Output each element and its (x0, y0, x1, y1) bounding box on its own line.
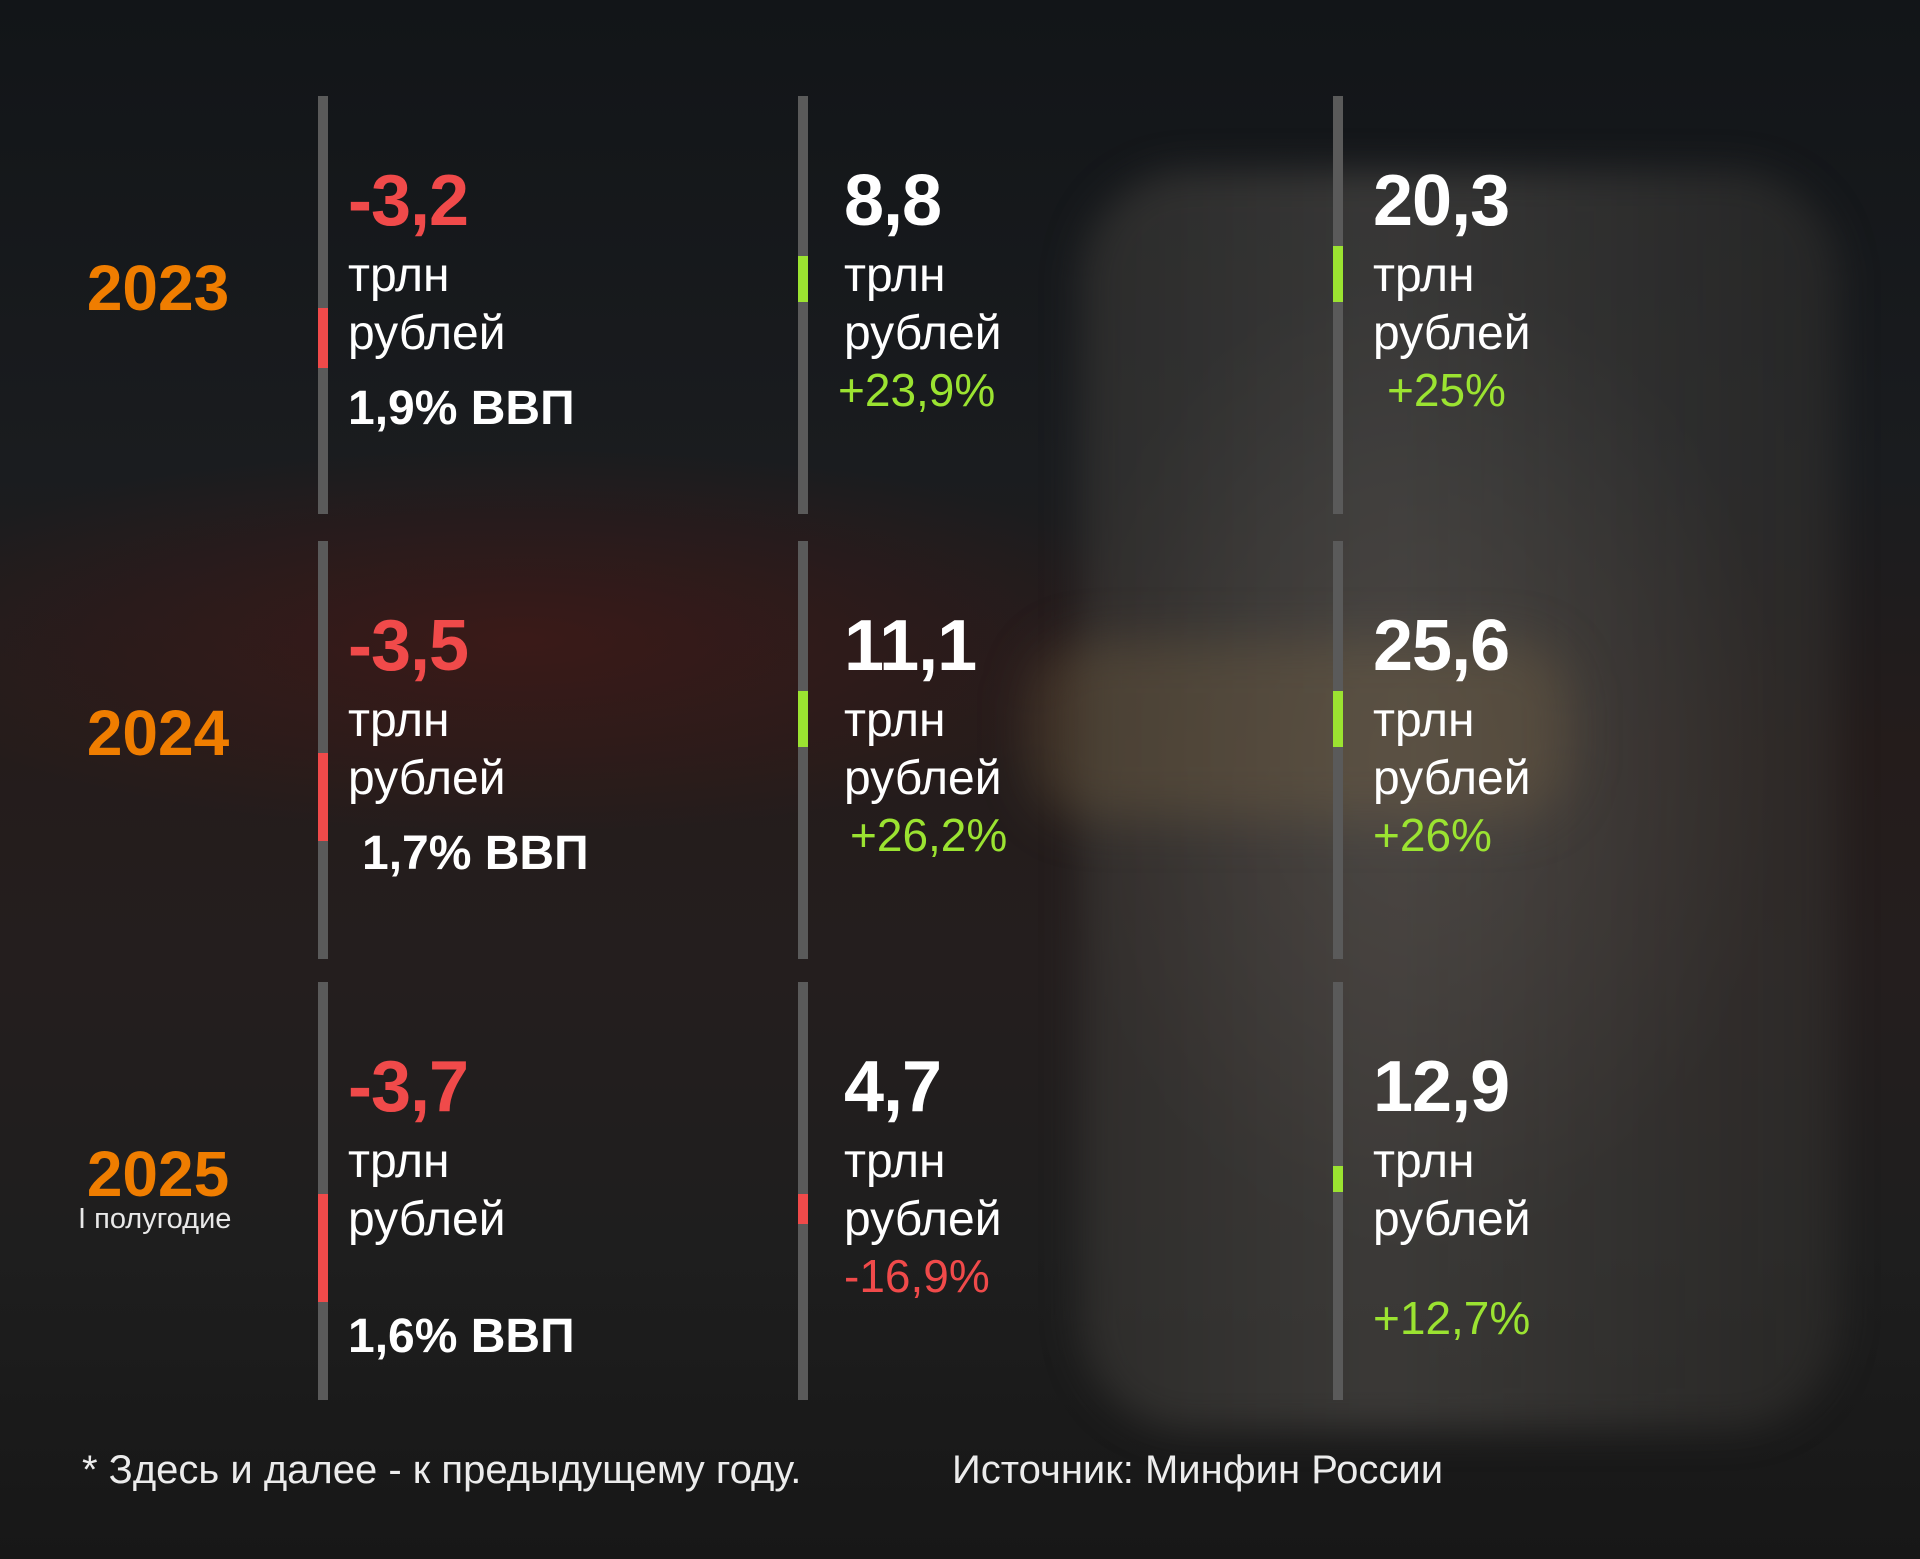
indicator-bar (798, 982, 808, 1400)
unit-label: рублей (348, 1193, 506, 1246)
col3-cell-2024: 25,6 трлн рублей +26% (1373, 610, 1833, 858)
indicator-bar (1333, 96, 1343, 514)
gdp-share: 1,7% ВВП (362, 827, 589, 880)
indicator-mark (1333, 1166, 1343, 1192)
deficit-value: -3,5 (348, 606, 469, 686)
deficit-cell-2024: -3,5 трлн рублей 1,7% ВВП (348, 610, 808, 881)
unit-label: трлн (844, 249, 946, 302)
unit-label: трлн (348, 1135, 450, 1188)
indicator-mark (1333, 246, 1343, 302)
year-label-2025: 2025 (86, 1138, 230, 1210)
unit-label: трлн (1373, 1135, 1475, 1188)
change-percent: -16,9% (844, 1250, 990, 1302)
period-subtitle: I полугодие (78, 1203, 232, 1235)
year-label-2024: 2024 (86, 697, 230, 769)
metric-value: 20,3 (1373, 161, 1510, 241)
col3-cell-2025: 12,9 трлн рублей +12,7% (1373, 1051, 1833, 1341)
metric-value: 11,1 (844, 606, 977, 686)
change-percent: +25% (1387, 364, 1506, 416)
indicator-mark (798, 256, 808, 302)
unit-label: рублей (1373, 307, 1531, 360)
deficit-value: -3,2 (348, 161, 469, 241)
indicator-mark (318, 753, 328, 841)
indicator-bar (798, 541, 808, 959)
indicator-mark (318, 308, 328, 368)
metric-value: 8,8 (844, 161, 942, 241)
metric-value: 12,9 (1373, 1047, 1510, 1127)
deficit-cell-2025: -3,7 трлн рублей 1,6% ВВП (348, 1051, 808, 1364)
unit-label: рублей (844, 307, 1002, 360)
unit-label: трлн (348, 249, 450, 302)
unit-label: рублей (1373, 1193, 1531, 1246)
col2-cell-2024: 11,1 трлн рублей +26,2% (844, 610, 1304, 858)
unit-label: трлн (348, 694, 450, 747)
unit-label: рублей (348, 307, 506, 360)
metric-value: 4,7 (844, 1047, 942, 1127)
indicator-bar (318, 982, 328, 1400)
deficit-value: -3,7 (348, 1047, 469, 1127)
unit-label: рублей (1373, 752, 1531, 805)
indicator-bar (318, 96, 328, 514)
source-note: Источник: Минфин России (952, 1448, 1444, 1492)
indicator-bar (1333, 541, 1343, 959)
year-label-2023: 2023 (86, 252, 230, 324)
col2-cell-2025: 4,7 трлн рублей -16,9% (844, 1051, 1304, 1299)
unit-label: трлн (1373, 249, 1475, 302)
indicator-bar (1333, 982, 1343, 1400)
change-percent: +12,7% (1373, 1292, 1531, 1344)
indicator-mark (798, 691, 808, 747)
unit-label: рублей (348, 752, 506, 805)
unit-label: рублей (844, 752, 1002, 805)
col3-cell-2023: 20,3 трлн рублей +25% (1373, 165, 1833, 413)
metric-value: 25,6 (1373, 606, 1510, 686)
footnote: * Здесь и далее - к предыдущему году. (82, 1448, 802, 1492)
gdp-share: 1,6% ВВП (348, 1310, 575, 1363)
change-percent: +26,2% (850, 809, 1008, 861)
indicator-mark (318, 1194, 328, 1302)
unit-label: трлн (844, 1135, 946, 1188)
change-percent: +26% (1373, 809, 1492, 861)
unit-label: рублей (844, 1193, 1002, 1246)
indicator-mark (798, 1194, 808, 1224)
change-percent: +23,9% (838, 364, 996, 416)
indicator-bar (798, 96, 808, 514)
gdp-share: 1,9% ВВП (348, 382, 575, 435)
unit-label: трлн (844, 694, 946, 747)
indicator-bar (318, 541, 328, 959)
unit-label: трлн (1373, 694, 1475, 747)
col2-cell-2023: 8,8 трлн рублей +23,9% (838, 161, 1304, 413)
indicator-mark (1333, 691, 1343, 747)
deficit-cell-2023: -3,2 трлн рублей 1,9% ВВП (348, 165, 808, 436)
